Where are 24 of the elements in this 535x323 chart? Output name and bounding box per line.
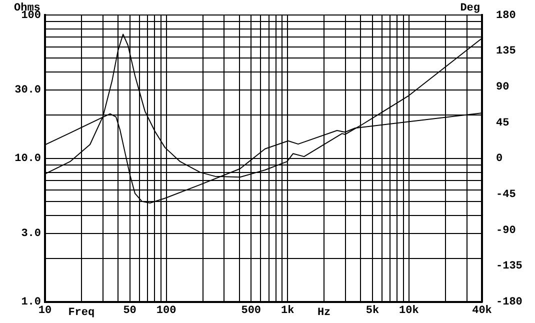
- x-tick-label: 10: [38, 305, 52, 318]
- y2-tick-label: -180: [496, 296, 522, 309]
- y-tick-label: 10.0: [14, 153, 41, 166]
- x-tick-label: 100: [156, 305, 176, 318]
- text: Hz: [317, 307, 331, 320]
- x-tick-label: 40k: [472, 305, 492, 318]
- y-tick-label: 3.0: [21, 228, 41, 240]
- x-axis-title: Freq: [68, 307, 95, 320]
- x-tick-label: 10k: [399, 305, 420, 318]
- x-tick-label: 500: [241, 305, 262, 318]
- y2-tick-label: -90: [496, 224, 516, 237]
- y2-tick-label: 135: [496, 46, 516, 58]
- x-tick-label: 5k: [366, 305, 380, 318]
- x-tick-label: 1k: [281, 305, 295, 318]
- y-tick-label: 30.0: [14, 84, 41, 97]
- y-tick-label: 100: [21, 10, 41, 22]
- y2-axis-title: Deg: [460, 2, 480, 14]
- y2-tick-label: -135: [496, 260, 523, 273]
- x-tick-label: 50: [123, 305, 136, 318]
- y2-tick-label: 90: [496, 81, 510, 94]
- y2-tick-label: -45: [496, 189, 516, 202]
- y2-tick-label: 180: [496, 10, 516, 22]
- y2-tick-label: 45: [496, 117, 510, 130]
- y2-tick-label: 0: [496, 153, 503, 166]
